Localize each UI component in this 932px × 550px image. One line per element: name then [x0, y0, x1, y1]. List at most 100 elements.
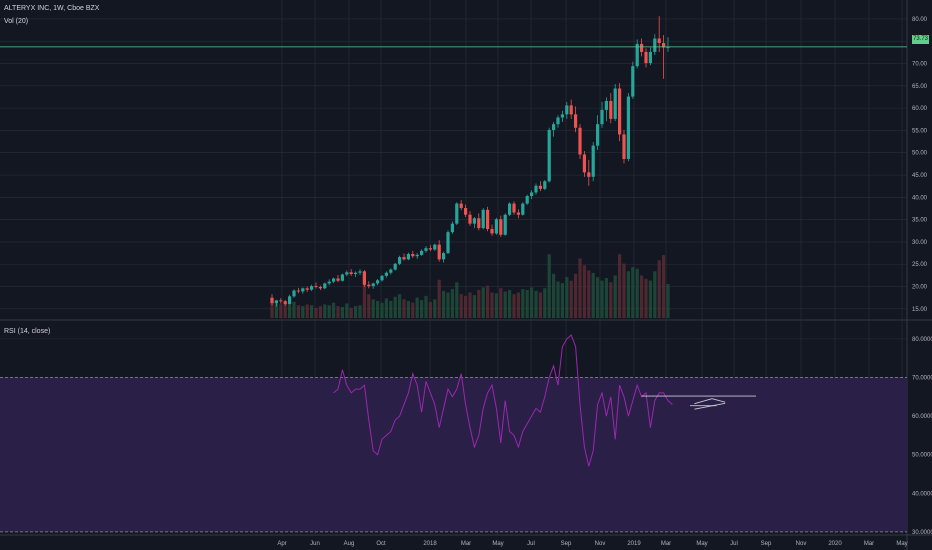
volume-bar	[406, 301, 410, 318]
candle-body	[644, 51, 648, 64]
candle-body	[393, 263, 397, 270]
y-tick-label: 50.0000	[912, 453, 932, 459]
volume-bar	[560, 283, 564, 318]
y-tick-label: 70.00	[912, 62, 928, 68]
candle-body	[640, 43, 644, 52]
volume-bar	[648, 280, 652, 318]
x-tick-label: Mar	[661, 541, 671, 547]
candle-body	[455, 203, 459, 224]
candle-body	[301, 288, 305, 292]
y-tick-label: 30.0000	[912, 530, 932, 536]
candle-body	[569, 105, 573, 115]
volume-legend[interactable]: Vol (20)	[4, 18, 29, 25]
volume-bar	[450, 289, 454, 318]
candle-body	[560, 114, 564, 118]
candle-body	[292, 290, 296, 297]
volume-bar	[270, 299, 274, 318]
last-price-badge: 73.73	[912, 35, 929, 44]
candle-body	[411, 253, 415, 257]
candle-body	[657, 38, 661, 44]
y-tick-label: 80.00	[912, 17, 928, 23]
candle-body	[367, 284, 371, 287]
candle-body	[534, 185, 538, 193]
candle-body	[521, 203, 525, 215]
candle-body	[604, 100, 608, 110]
x-tick-label: Jun	[310, 541, 320, 547]
volume-bar	[279, 304, 283, 318]
volume-bar	[591, 272, 595, 318]
volume-bar	[635, 268, 639, 318]
rsi-legend[interactable]: RSI (14, close)	[4, 328, 51, 335]
candle-body	[477, 218, 481, 229]
volume-bar	[494, 293, 498, 318]
price-axis[interactable]: 15.00 20.00 25.00 30.00 35.00 40.00 45.00 50.00…	[912, 17, 928, 313]
volume-bar	[398, 294, 402, 318]
volume-bar	[644, 278, 648, 318]
candle-body	[543, 181, 547, 189]
volume-bar	[292, 301, 296, 318]
candle-body	[310, 286, 314, 290]
rsi-axis[interactable]: 30.0000 40.0000 50.0000 60.0000 70.0000 80.00…	[912, 337, 932, 536]
volume-bar	[367, 294, 371, 318]
volume-bar	[653, 271, 657, 318]
x-tick-label: Sep	[561, 541, 572, 547]
candle-body	[362, 271, 366, 285]
candle-body	[499, 219, 503, 235]
y-tick-label: 45.00	[912, 173, 928, 179]
volume-bar	[305, 304, 309, 318]
candle-body	[433, 244, 437, 250]
volume-bar	[340, 306, 344, 318]
x-tick-label: May	[696, 541, 707, 547]
candle-body	[358, 271, 362, 273]
candle-body	[613, 88, 617, 119]
volume-bar	[464, 295, 468, 318]
candle-body	[525, 196, 529, 204]
volume-bar	[455, 282, 459, 318]
volume-bar	[332, 302, 336, 318]
x-tick-label: Nov	[595, 541, 606, 547]
candle-body	[591, 145, 595, 177]
x-tick-label: Nov	[796, 541, 807, 547]
candle-body	[662, 43, 666, 48]
volume-bar	[314, 307, 318, 318]
time-axis[interactable]: Apr Jun Aug Oct 2018 Mar May Jul Sep Nov 2019 Mar Ma…	[277, 541, 907, 547]
candle-body	[279, 300, 283, 302]
y-tick-label: 55.00	[912, 128, 928, 134]
candle-body	[450, 223, 454, 233]
volume-bar	[596, 277, 600, 318]
x-tick-label: Mar	[864, 541, 874, 547]
x-tick-label: May	[896, 541, 907, 547]
candle-body	[270, 297, 274, 304]
candle-body	[587, 172, 591, 177]
y-tick-label: 65.00	[912, 84, 928, 90]
candle-body	[464, 208, 468, 215]
volume-bar	[640, 275, 644, 318]
volume-bar	[543, 288, 547, 318]
x-tick-label: 2018	[423, 541, 437, 547]
volume-bar	[569, 280, 573, 318]
volume-bar	[323, 304, 327, 318]
trend-line	[711, 398, 726, 403]
candle-body	[626, 96, 630, 159]
volume-bar	[508, 289, 512, 318]
volume-bars	[270, 254, 670, 318]
volume-bar	[503, 291, 507, 318]
x-tick-label: 2020	[828, 541, 842, 547]
candle-body	[486, 209, 490, 230]
candle-body	[596, 124, 600, 146]
y-tick-label: 50.00	[912, 151, 928, 157]
volume-bar	[437, 279, 441, 318]
candle-body	[349, 272, 353, 275]
candle-body	[503, 214, 507, 235]
volume-bar	[486, 285, 490, 318]
volume-bar	[345, 303, 349, 318]
volume-bar	[446, 292, 450, 318]
symbol-title[interactable]: ALTERYX INC, 1W, Cboe BZX	[4, 5, 100, 12]
candle-body	[288, 296, 292, 304]
candle-body	[318, 286, 322, 289]
x-tick-label: Sep	[761, 541, 772, 547]
candle-body	[635, 43, 639, 67]
y-tick-label: 35.00	[912, 218, 928, 224]
candle-body	[556, 117, 560, 125]
